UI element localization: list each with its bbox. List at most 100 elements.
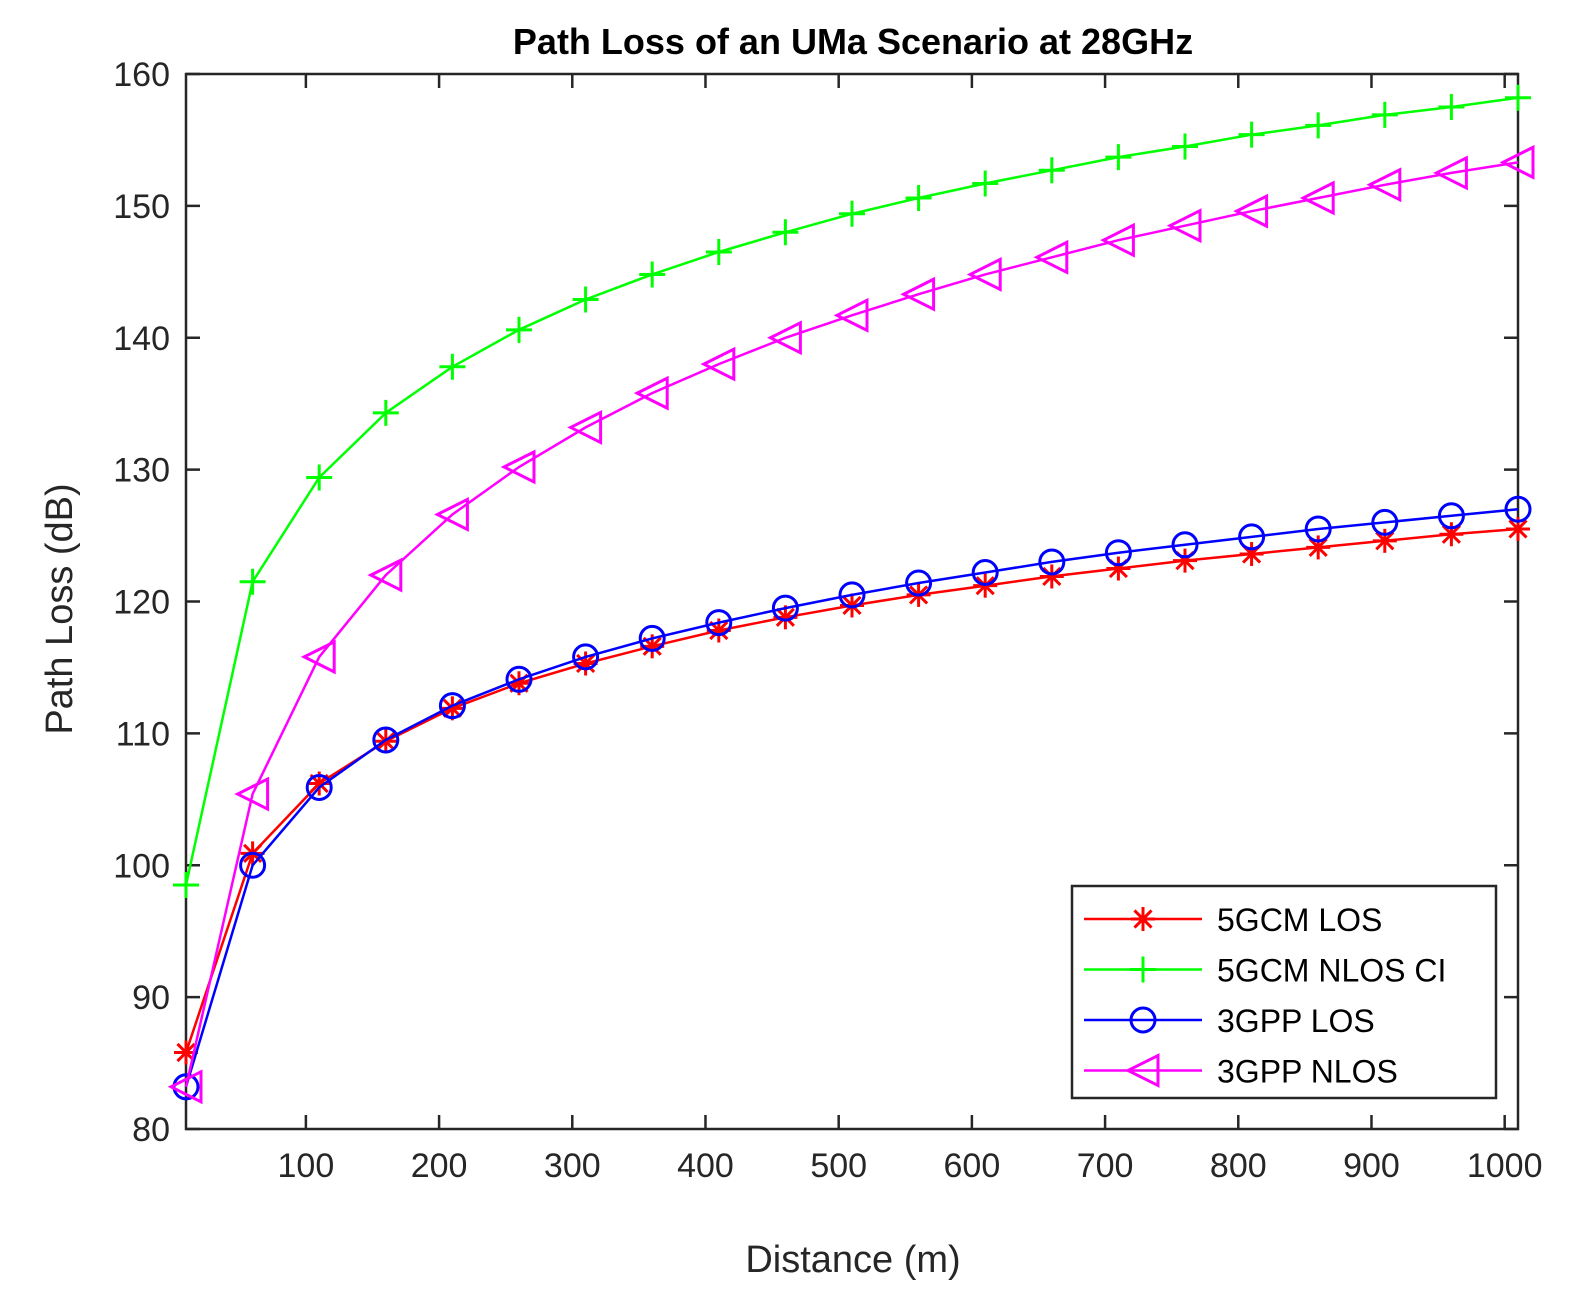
data-point-3gpp-nlos [1233, 193, 1269, 229]
data-point-3gpp-nlos [434, 497, 469, 532]
data-point-3gpp-nlos [633, 375, 669, 411]
y-tick-label: 120 [113, 584, 170, 622]
data-point-3gpp-nlos [1433, 155, 1468, 191]
data-point-5gcm-nlos-ci [705, 239, 732, 266]
legend-marker-5gcm-los [1131, 907, 1155, 931]
data-point-3gpp-los [372, 726, 400, 754]
series-line-3gpp-nlos [184, 161, 1519, 1088]
data-point-3gpp-los [1371, 508, 1399, 536]
data-point-5gcm-nlos-ci [1438, 93, 1465, 120]
data-point-3gpp-nlos [1033, 239, 1069, 275]
plot-area: 100 200 300 400 500 600 700 800 900 1000 80 90 100 11… [113, 56, 1542, 1185]
data-point-5gcm-los [1306, 535, 1331, 560]
data-point-3gpp-los [638, 624, 666, 652]
data-point-3gpp-nlos [1499, 144, 1535, 180]
data-point-5gcm-nlos-ci [839, 200, 865, 227]
data-point-5gcm-nlos-ci [306, 464, 333, 491]
data-point-3gpp-los [838, 581, 866, 609]
data-point-3gpp-los [572, 643, 600, 671]
data-point-3gpp-nlos [1100, 222, 1135, 258]
y-axis-label: Path Loss (dB) [39, 483, 81, 734]
data-point-3gpp-los [905, 569, 933, 597]
series-line-3gpp-los [184, 507, 1519, 1088]
data-point-5gcm-nlos-ci [972, 170, 999, 197]
data-point-3gpp-los [971, 558, 999, 586]
x-tick-label: 600 [944, 1147, 1001, 1185]
data-point-5gcm-nlos-ci [905, 184, 932, 211]
data-point-5gcm-nlos-ci [1238, 121, 1265, 148]
legend-entry-3gpp-los: 3GPP LOS [1084, 1003, 1375, 1039]
data-point-5gcm-nlos-ci [506, 316, 532, 343]
legend: 5GCM LOS 5GCM NLOS CI 3GPP LOS 3GPP NLOS [1070, 884, 1498, 1100]
data-point-5gcm-nlos-ci [239, 568, 266, 595]
data-point-3gpp-los [1171, 531, 1199, 559]
data-point-3gpp-nlos [1299, 180, 1335, 216]
legend-label-5gcm-nlos-ci: 5GCM NLOS CI [1217, 953, 1446, 989]
legend-marker-3gpp-los [1129, 1006, 1157, 1034]
data-point-3gpp-los [1304, 515, 1332, 543]
data-point-3gpp-los [239, 851, 267, 879]
data-point-5gcm-los [1372, 528, 1397, 553]
y-tick-label: 150 [113, 188, 170, 226]
data-point-3gpp-los [771, 594, 799, 622]
x-tick-label: 200 [411, 1147, 468, 1185]
data-point-5gcm-nlos-ci [173, 872, 199, 899]
data-point-3gpp-los [1238, 523, 1266, 551]
series-5gcm-nlos-ci [173, 84, 1531, 899]
data-point-5gcm-los [1039, 564, 1064, 589]
legend-label-5gcm-los: 5GCM LOS [1217, 902, 1382, 938]
data-point-3gpp-nlos [167, 1069, 203, 1105]
data-point-3gpp-los [1038, 548, 1066, 576]
legend-marker-5gcm-nlos-ci [1130, 956, 1156, 983]
data-point-3gpp-nlos [234, 776, 270, 812]
legend-label-3gpp-nlos: 3GPP NLOS [1217, 1054, 1398, 1090]
x-tick-label: 800 [1210, 1147, 1267, 1185]
legend-entry-5gcm-nlos-ci: 5GCM NLOS CI [1084, 953, 1446, 989]
data-point-5gcm-nlos-ci [1038, 157, 1065, 184]
x-axis-label: Distance (m) [745, 1239, 960, 1281]
data-point-3gpp-los [305, 773, 333, 801]
data-point-3gpp-los [505, 665, 533, 693]
series-3gpp-nlos [167, 144, 1535, 1105]
x-tick-label: 300 [544, 1147, 601, 1185]
data-point-5gcm-nlos-ci [772, 219, 799, 246]
x-tick-label: 100 [278, 1147, 335, 1185]
data-point-3gpp-nlos [500, 449, 536, 485]
data-point-5gcm-nlos-ci [372, 399, 399, 426]
y-tick-label: 130 [113, 452, 170, 490]
x-tick-label: 900 [1343, 1147, 1400, 1185]
data-point-3gpp-los [1104, 539, 1132, 567]
data-point-3gpp-los [1437, 502, 1465, 530]
data-point-3gpp-los [438, 692, 466, 720]
y-tick-label: 110 [116, 715, 170, 753]
y-tick-label: 100 [113, 847, 170, 885]
data-point-3gpp-los [705, 609, 733, 637]
x-tick-label: 500 [810, 1147, 867, 1185]
data-point-5gcm-nlos-ci [1505, 84, 1531, 111]
data-point-3gpp-nlos [1166, 208, 1202, 244]
data-point-3gpp-nlos [767, 320, 802, 356]
data-point-3gpp-nlos [900, 276, 936, 312]
data-point-3gpp-nlos [966, 257, 1002, 292]
y-tick-label: 90 [132, 979, 170, 1017]
data-point-3gpp-nlos [300, 639, 336, 675]
chart-title: Path Loss of an UMa Scenario at 28GHz [513, 21, 1193, 62]
data-point-5gcm-nlos-ci [1172, 133, 1198, 160]
legend-entry-3gpp-nlos: 3GPP NLOS [1084, 1053, 1398, 1090]
data-point-5gcm-nlos-ci [1371, 101, 1398, 128]
x-tick-label: 1000 [1467, 1147, 1543, 1185]
data-point-3gpp-nlos [1366, 167, 1402, 203]
data-point-5gcm-nlos-ci [572, 286, 599, 313]
data-point-3gpp-nlos [367, 557, 403, 593]
data-point-5gcm-nlos-ci [1105, 144, 1132, 171]
legend-label-3gpp-los: 3GPP LOS [1217, 1003, 1375, 1039]
data-point-3gpp-nlos [567, 409, 603, 445]
data-point-3gpp-los [1504, 495, 1532, 523]
x-tick-label: 400 [677, 1147, 734, 1185]
series-3gpp-los [172, 495, 1532, 1101]
y-tick-label: 80 [132, 1111, 170, 1149]
y-tick-label: 160 [113, 56, 170, 94]
legend-marker-3gpp-nlos [1124, 1053, 1160, 1088]
